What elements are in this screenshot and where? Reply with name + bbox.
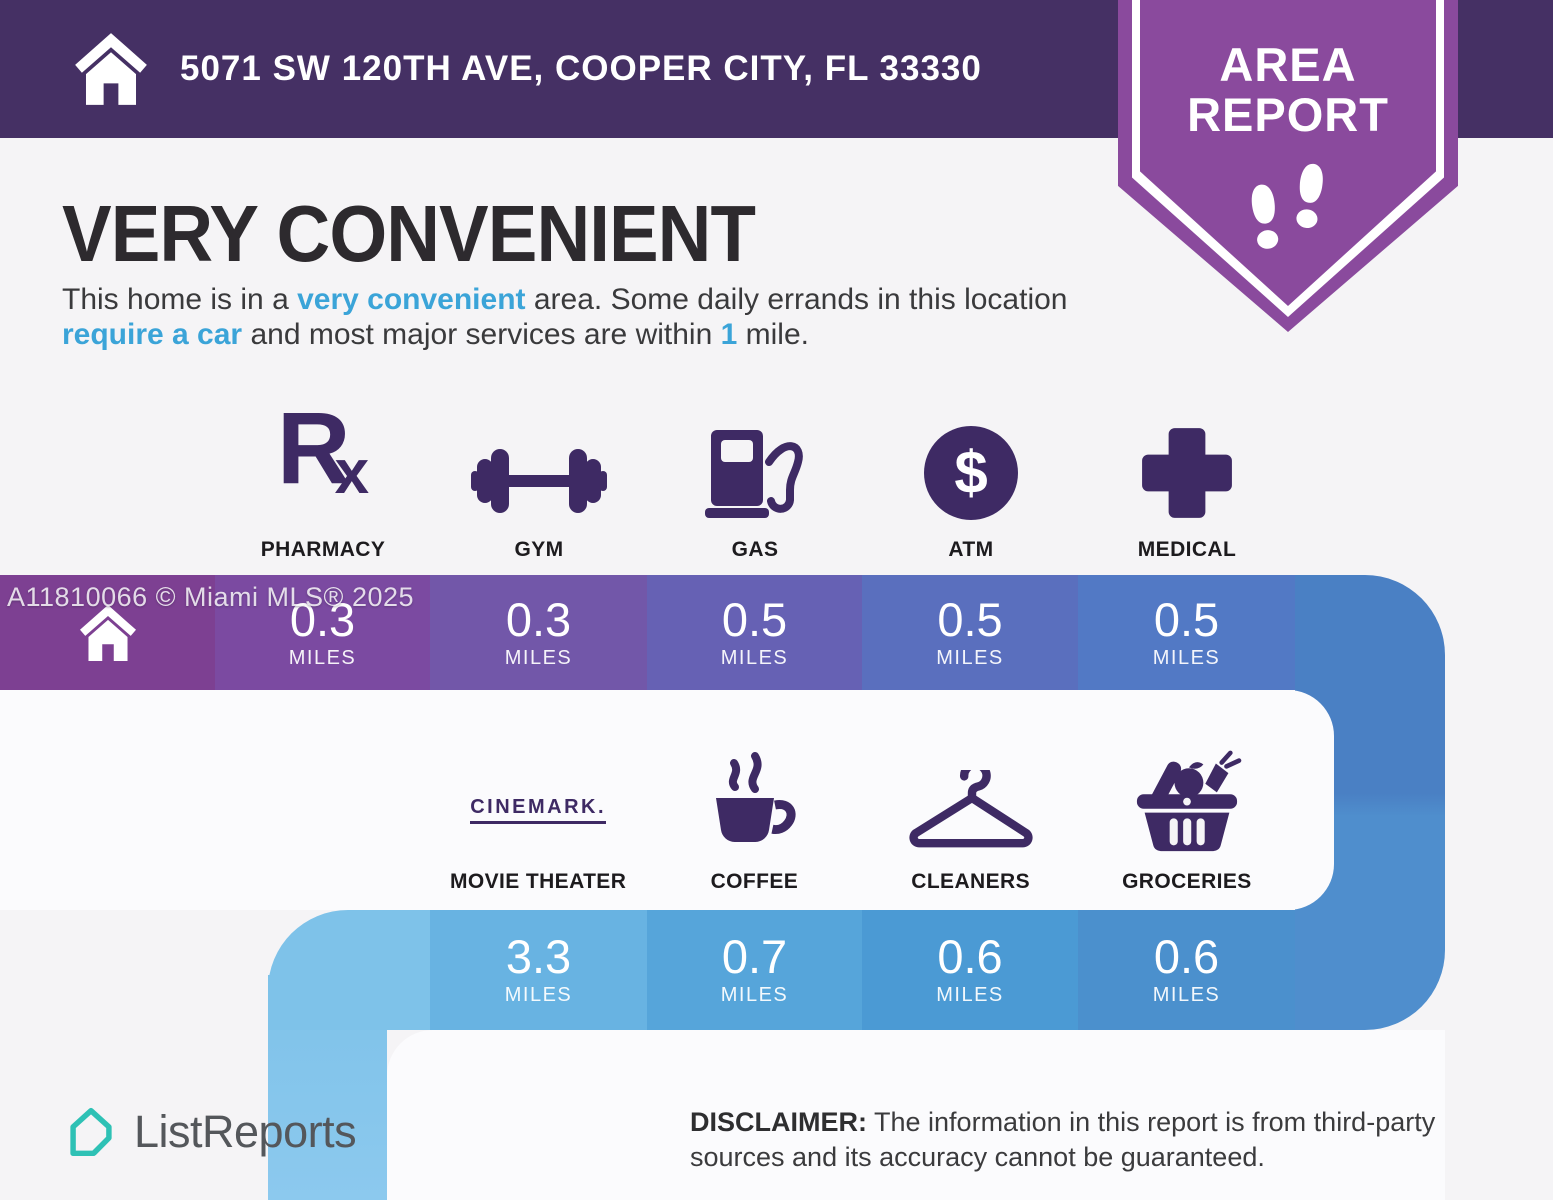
amenity-coffee: COFFEE: [646, 742, 862, 894]
amenity-label: GAS: [731, 538, 779, 561]
mls-watermark: A11810066 © Miami MLS® 2025: [7, 582, 415, 612]
disclaimer-label: DISCLAIMER:: [690, 1107, 867, 1137]
property-address: 5071 SW 120TH AVE, COOPER CITY, FL 33330: [180, 49, 982, 88]
path-curve-segment: [268, 910, 430, 1030]
walkability-headline: VERY CONVENIENT: [62, 189, 756, 278]
amenity-label: GYM: [514, 538, 564, 561]
cinemark-logo: CINEMARK.: [470, 746, 607, 854]
desc-text: and most major services are within: [242, 318, 721, 352]
home-icon: [75, 33, 147, 105]
amenity-label: MOVIE THEATER: [449, 870, 627, 893]
listreports-wordmark: ListReports: [134, 1106, 357, 1157]
desc-highlight-convenient: very convenient: [297, 283, 526, 316]
badge-title-line1: AREA: [1219, 38, 1357, 91]
rx-icon: R x: [276, 391, 370, 507]
distance-segment-coffee: 0.7 MILES: [647, 910, 862, 1030]
medical-cross-icon: [1138, 404, 1236, 522]
footprints-icon: [1251, 163, 1323, 249]
badge-title-line2: REPORT: [1187, 87, 1389, 141]
amenity-cleaners: CLEANERS: [863, 742, 1079, 894]
gas-pump-icon: [703, 404, 807, 522]
distance-segment-atm: 0.5 MILES: [862, 575, 1078, 690]
distance-segment-gym: 0.3 MILES: [430, 575, 647, 690]
amenity-label: CLEANERS: [911, 870, 1030, 893]
desc-text: This home is in a: [62, 283, 298, 316]
amenity-icons-row-2: CINEMARK. MOVIE THEATER COFFEE: [430, 742, 1295, 894]
distance-segment-pharmacy: 0.3 MILES: [215, 575, 430, 690]
path-inner-panel: [0, 690, 1334, 910]
distance-segment-cleaners: 0.6 MILES: [862, 910, 1078, 1030]
coffee-cup-icon: [702, 746, 806, 854]
amenity-label: PHARMACY: [260, 538, 386, 561]
desc-highlight-car: require a car: [62, 318, 243, 352]
amenity-medical: MEDICAL: [1079, 400, 1295, 562]
amenity-label: MEDICAL: [1137, 538, 1237, 561]
amenity-atm: $ ATM: [863, 400, 1079, 562]
path-bottom-panel: [387, 1030, 1445, 1200]
amenity-pharmacy: R x PHARMACY: [215, 391, 431, 562]
distance-segment-movie-theater: 3.3 MILES: [430, 910, 647, 1030]
disclaimer-text: The information in this report is from t…: [690, 1107, 1436, 1172]
distance-bar-row-1: 0.3 MILES 0.3 MILES 0.5 MILES 0.5 MILES 0.5 M…: [0, 575, 1295, 690]
amenity-gym: GYM: [431, 400, 647, 562]
amenity-label: ATM: [948, 538, 994, 561]
distance-segment-groceries: 0.6 MILES: [1078, 910, 1295, 1030]
walkability-description: This home is in a very convenient area. …: [62, 282, 1092, 352]
dollar-circle-icon: $: [924, 404, 1018, 522]
amenity-groceries: GROCERIES: [1079, 742, 1295, 894]
badge-title: AREA REPORT: [1187, 40, 1389, 140]
distance-segment-gas: 0.5 MILES: [647, 575, 862, 690]
area-report-badge: AREA REPORT: [1118, 0, 1458, 332]
grocery-basket-icon: [1131, 746, 1243, 854]
amenity-gas: GAS: [647, 400, 863, 562]
amenity-label: GROCERIES: [1122, 870, 1252, 893]
listreports-house-icon: [70, 1107, 112, 1157]
distance-segment-medical: 0.5 MILES: [1078, 575, 1295, 690]
disclaimer: DISCLAIMER: The information in this repo…: [690, 1105, 1502, 1174]
amenity-movie-theater: CINEMARK. MOVIE THEATER: [430, 742, 646, 894]
distance-bar-row-2: 3.3 MILES 0.7 MILES 0.6 MILES 0.6 MILES: [268, 910, 1295, 1030]
dumbbell-icon: [471, 404, 607, 522]
listreports-logo: ListReports: [62, 1103, 357, 1161]
home-icon: [79, 604, 136, 661]
desc-highlight-mile: 1: [720, 318, 738, 352]
desc-text: area. Some daily errands in this locatio…: [525, 283, 1068, 316]
path-home-segment: [0, 575, 215, 690]
amenity-icons-row-1: R x PHARMACY GYM: [215, 391, 1295, 562]
hanger-icon: [907, 746, 1035, 854]
desc-text: mile.: [737, 318, 809, 352]
amenity-label: COFFEE: [710, 870, 799, 893]
